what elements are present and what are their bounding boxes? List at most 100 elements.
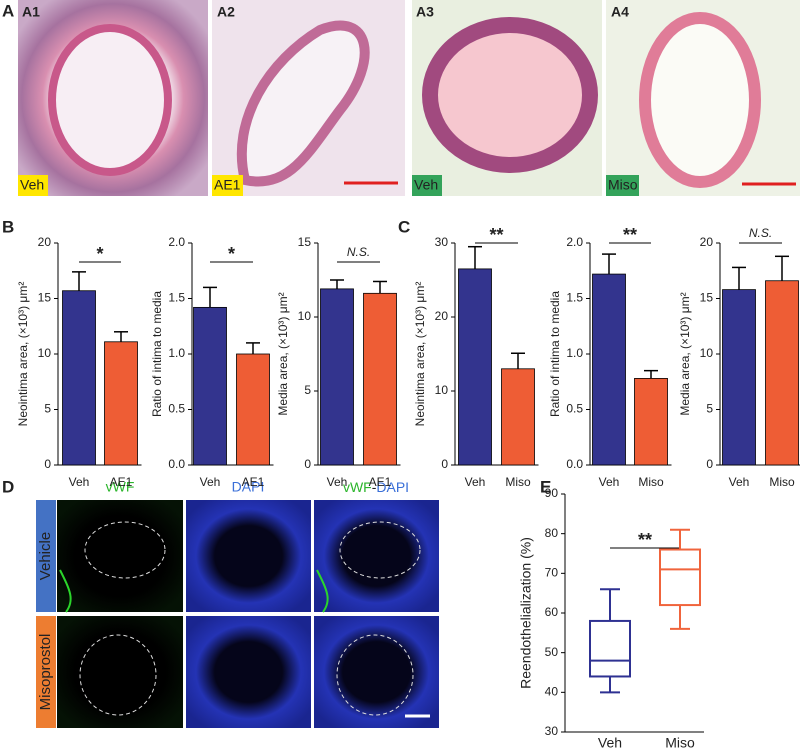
y-axis-label: Neointima area, (×10³) μm² — [413, 282, 427, 427]
image-label: A1 — [22, 4, 40, 20]
y-tick-label: 30 — [435, 235, 449, 249]
panel-a-images — [18, 0, 800, 196]
x-tick-label: Veh — [729, 475, 750, 489]
y-tick-label: 80 — [545, 526, 559, 540]
y-tick-label: 0 — [706, 457, 713, 471]
y-tick-label: 10 — [700, 346, 714, 360]
channel-part: vWF — [343, 479, 372, 495]
panel-label: B — [2, 217, 14, 236]
y-tick-label: 2.0 — [566, 235, 583, 249]
y-tick-label: 2.0 — [168, 235, 185, 249]
significance-label: * — [228, 244, 235, 264]
y-axis-label: Reendothelialization (%) — [518, 537, 534, 689]
channel-part: - — [372, 479, 377, 495]
significance-label: ** — [638, 530, 652, 550]
y-axis-label: Media area, (×10³) μm² — [678, 292, 692, 415]
channel-label: vWF — [106, 479, 135, 495]
y-tick-label: 1.0 — [566, 346, 583, 360]
bar — [458, 268, 492, 466]
y-tick-label: 0.0 — [168, 457, 185, 471]
x-tick-label: Miso — [665, 735, 695, 751]
bar — [363, 292, 397, 466]
bar — [320, 288, 354, 466]
panel-d-images — [36, 500, 439, 728]
x-tick-label: AE1 — [242, 475, 265, 489]
y-tick-label: 60 — [545, 605, 559, 619]
row-label: Vehicle — [37, 532, 54, 580]
y-tick-label: 40 — [545, 685, 559, 699]
group-label: AE1 — [214, 177, 241, 193]
y-tick-label: 10 — [38, 346, 52, 360]
y-tick-label: 0.5 — [168, 402, 185, 416]
channel-part: DAPI — [376, 479, 409, 495]
y-axis-label: Ratio of intima to media — [548, 291, 562, 417]
group-label: Miso — [608, 177, 638, 193]
x-tick-label: AE1 — [369, 475, 392, 489]
x-tick-label: Veh — [599, 475, 620, 489]
x-tick-label: Veh — [465, 475, 486, 489]
y-tick-label: 0.5 — [566, 402, 583, 416]
y-tick-label: 1.5 — [168, 291, 185, 305]
bar — [634, 378, 668, 466]
bar — [236, 353, 270, 466]
y-tick-label: 15 — [700, 291, 714, 305]
channel-label: vWF-DAPI — [343, 479, 409, 495]
panel-label: E — [540, 477, 551, 496]
significance-label: N.S. — [347, 245, 370, 259]
bar — [501, 368, 535, 466]
y-tick-label: 20 — [38, 235, 52, 249]
bar — [722, 289, 756, 466]
y-tick-label: 10 — [435, 383, 449, 397]
bar — [62, 290, 96, 466]
bar — [193, 306, 227, 466]
significance-label: N.S. — [749, 226, 772, 240]
group-label: Veh — [20, 177, 44, 193]
x-tick-label: Miso — [505, 475, 531, 489]
y-tick-label: 1.0 — [168, 346, 185, 360]
y-tick-label: 5 — [304, 383, 311, 397]
y-tick-label: 30 — [545, 724, 559, 738]
y-tick-label: 5 — [706, 402, 713, 416]
x-tick-label: AE1 — [110, 475, 133, 489]
panel-label: C — [398, 217, 410, 236]
y-tick-label: 0 — [304, 457, 311, 471]
channel-label: DAPI — [232, 479, 265, 495]
significance-label: ** — [489, 225, 503, 245]
image-label: A3 — [416, 4, 434, 20]
bar — [765, 280, 799, 466]
x-tick-label: Veh — [327, 475, 348, 489]
bar — [104, 341, 138, 466]
significance-label: ** — [623, 225, 637, 245]
y-tick-label: 20 — [700, 235, 714, 249]
y-axis-label: Neointima area, (×10³) μm² — [16, 282, 30, 427]
y-tick-label: 15 — [298, 235, 312, 249]
group-label: Veh — [414, 177, 438, 193]
row-label: Misoprostol — [37, 634, 54, 711]
y-tick-label: 15 — [38, 291, 52, 305]
y-tick-label: 20 — [435, 309, 449, 323]
y-tick-label: 1.5 — [566, 291, 583, 305]
y-tick-label: 70 — [545, 566, 559, 580]
y-tick-label: 10 — [298, 309, 312, 323]
x-tick-label: Miso — [638, 475, 664, 489]
panel-label: A — [2, 1, 14, 20]
x-tick-label: Veh — [598, 735, 622, 751]
box — [659, 548, 701, 607]
image-label: A4 — [611, 4, 629, 20]
y-tick-label: 0 — [441, 457, 448, 471]
y-tick-label: 0.0 — [566, 457, 583, 471]
y-tick-label: 5 — [44, 402, 51, 416]
x-tick-label: Veh — [69, 475, 90, 489]
bar — [592, 273, 626, 466]
x-tick-label: Veh — [200, 475, 221, 489]
significance-label: * — [96, 244, 103, 264]
box — [589, 619, 631, 678]
image-label: A2 — [217, 4, 235, 20]
x-tick-label: Miso — [769, 475, 795, 489]
y-axis-label: Media area, (×10³) μm² — [276, 292, 290, 415]
y-axis-label: Ratio of intima to media — [150, 291, 164, 417]
y-tick-label: 50 — [545, 645, 559, 659]
y-tick-label: 0 — [44, 457, 51, 471]
panel-label: D — [2, 477, 14, 496]
